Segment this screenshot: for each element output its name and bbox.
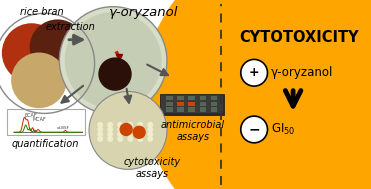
Ellipse shape [127, 126, 133, 132]
Ellipse shape [127, 122, 133, 128]
Text: CYTOTOXICITY: CYTOTOXICITY [239, 30, 358, 45]
Ellipse shape [11, 53, 67, 108]
Ellipse shape [107, 126, 113, 132]
Ellipse shape [137, 122, 143, 128]
Bar [211, 107, 217, 112]
Text: GI$_{50}$: GI$_{50}$ [271, 122, 295, 137]
Bar [166, 102, 173, 106]
Text: cytotoxicity
assays: cytotoxicity assays [124, 157, 181, 179]
Text: +: + [249, 66, 259, 79]
Ellipse shape [117, 136, 123, 142]
Ellipse shape [2, 23, 61, 83]
Bar [200, 96, 206, 100]
Bar [211, 96, 217, 100]
Ellipse shape [147, 136, 153, 142]
Bar [188, 102, 195, 106]
Bar [161, 95, 223, 113]
Ellipse shape [132, 126, 146, 139]
Bar [177, 102, 184, 106]
Ellipse shape [143, 0, 371, 189]
Ellipse shape [107, 122, 113, 128]
Ellipse shape [117, 122, 123, 128]
Text: rice bran: rice bran [20, 7, 64, 17]
Text: antimicrobial
assays: antimicrobial assays [161, 120, 225, 142]
Ellipse shape [107, 136, 113, 142]
Text: extraction: extraction [46, 22, 95, 32]
Ellipse shape [89, 91, 167, 169]
Ellipse shape [97, 122, 103, 128]
Ellipse shape [97, 136, 103, 142]
Ellipse shape [147, 122, 153, 128]
Ellipse shape [98, 57, 132, 91]
Ellipse shape [147, 131, 153, 137]
Bar [188, 96, 195, 100]
Ellipse shape [30, 19, 85, 75]
Ellipse shape [137, 126, 143, 132]
Bar [160, 94, 224, 115]
Text: γ-oryzanol: γ-oryzanol [271, 66, 333, 79]
Bar [211, 102, 217, 106]
Bar [7, 109, 85, 135]
Text: MCAF: MCAF [33, 117, 46, 122]
Ellipse shape [241, 116, 267, 143]
Bar [188, 107, 195, 112]
Ellipse shape [127, 136, 133, 142]
Ellipse shape [107, 131, 113, 137]
Ellipse shape [127, 131, 133, 137]
Bar [177, 107, 184, 112]
Text: quantification: quantification [12, 139, 79, 149]
Ellipse shape [137, 131, 143, 137]
Ellipse shape [119, 123, 133, 136]
Ellipse shape [97, 131, 103, 137]
Text: γ-oryzanol: γ-oryzanol [108, 6, 177, 19]
Bar [200, 107, 206, 112]
Ellipse shape [137, 136, 143, 142]
Ellipse shape [97, 126, 103, 132]
Ellipse shape [241, 59, 267, 86]
Ellipse shape [65, 12, 162, 109]
Ellipse shape [117, 131, 123, 137]
Bar [177, 96, 184, 100]
Bar [166, 96, 173, 100]
Ellipse shape [117, 126, 123, 132]
Bar [200, 102, 206, 106]
Text: βCAF: βCAF [24, 113, 37, 118]
Ellipse shape [59, 7, 167, 114]
Bar [166, 107, 173, 112]
Ellipse shape [147, 126, 153, 132]
Text: −: − [248, 122, 260, 136]
Text: αl-BSF: αl-BSF [57, 126, 70, 130]
